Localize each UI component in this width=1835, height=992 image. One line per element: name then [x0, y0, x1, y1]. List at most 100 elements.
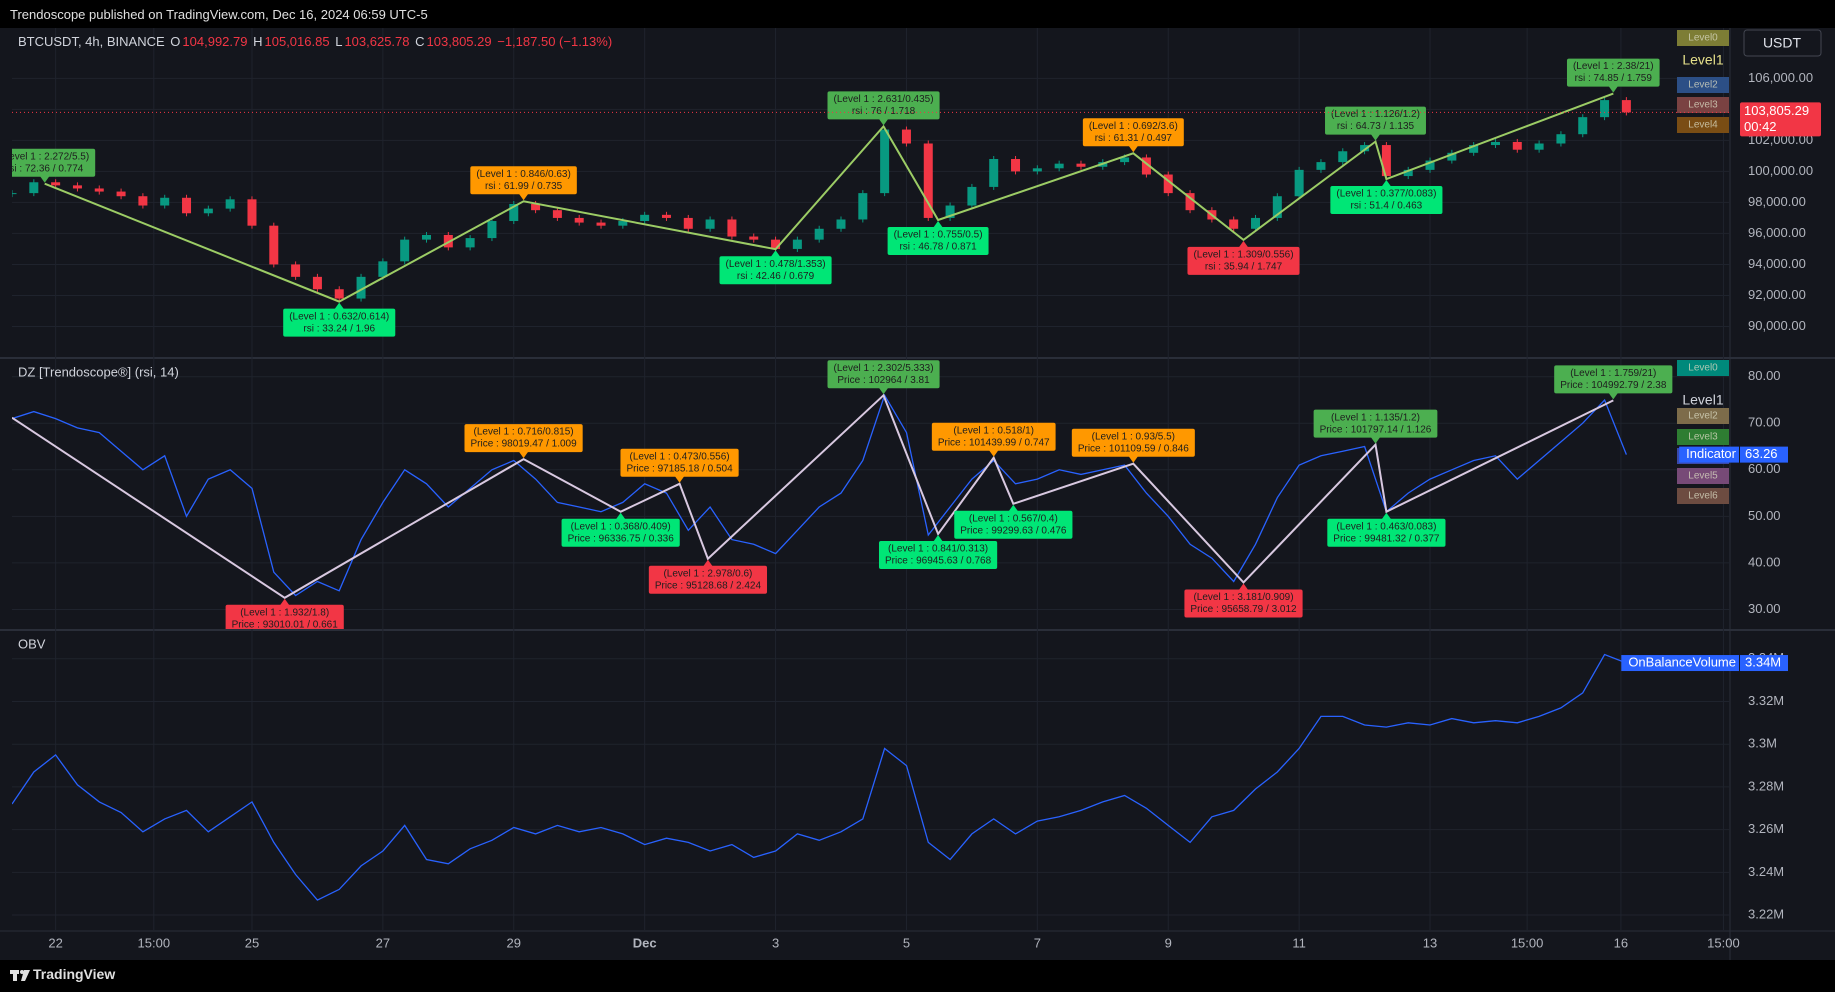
pivot-label-box	[225, 604, 344, 629]
candle	[225, 199, 235, 209]
pivot-marker	[933, 535, 944, 543]
top-bar	[0, 0, 1835, 28]
candle	[1447, 152, 1457, 161]
pivot-label: (Level 1 : 0.518/1)	[953, 425, 1034, 436]
candle	[182, 197, 192, 214]
pivot-label: (Level 1 : 2.978/0.6)	[663, 568, 752, 579]
candle	[487, 221, 497, 239]
pivot-label-box	[1325, 106, 1426, 135]
candle	[422, 234, 432, 240]
current-value-box	[1740, 655, 1788, 672]
y-tick-label: 50.00	[1748, 508, 1781, 523]
pivot-label: rsi : 76 / 1.718	[852, 106, 916, 117]
last-price-box	[1740, 102, 1821, 137]
currency: USDT	[1763, 35, 1802, 51]
symbol-legend: BTCUSDT, 4h, BINANCE O 104,992.79 H 105,01…	[18, 34, 614, 49]
candle	[1556, 134, 1566, 144]
x-tick-label: 7	[1034, 935, 1041, 950]
x-tick-label: 15:00	[138, 935, 171, 950]
pivot-marker	[1128, 455, 1139, 463]
x-tick-label: 15:00	[1511, 935, 1544, 950]
pivot-label-box	[878, 541, 998, 570]
currency-button[interactable]	[1743, 29, 1822, 57]
pivot-label: (Level 1 : 1.932/1.8)	[240, 607, 329, 618]
candle	[618, 221, 628, 226]
x-tick-label: 11	[1292, 935, 1306, 950]
candle	[1251, 217, 1261, 229]
pivot-label-box	[561, 518, 680, 547]
pivot-label: (Level 1 : 1.759/21)	[1570, 368, 1656, 379]
candle	[334, 289, 344, 299]
pivot-label: rsi : 46.78 / 0.871	[899, 242, 977, 253]
logo-part	[20, 970, 24, 974]
pivot-label: rsi : 35.94 / 1.747	[1205, 262, 1283, 273]
pivot-label-box	[887, 226, 989, 255]
candle	[1469, 145, 1479, 153]
pivot-label-box	[827, 91, 940, 120]
candle	[945, 205, 955, 218]
y-tick-label: 30.00	[1748, 601, 1781, 616]
logo-part	[13, 970, 17, 981]
pivot-label: (Level 1 : 0.463/0.083)	[1336, 521, 1436, 532]
pivot-label-box	[648, 565, 768, 594]
candle	[749, 236, 759, 240]
pivot-marker	[674, 475, 685, 483]
pivot-marker	[615, 512, 626, 520]
candle	[1425, 160, 1435, 170]
y-tick-label: 80.00	[1748, 368, 1781, 383]
candle	[94, 188, 104, 192]
pivot-label: (Level 1 : 1.126/1.2)	[1331, 109, 1420, 120]
candle	[923, 143, 933, 218]
zigzag	[44, 92, 1614, 303]
candle	[683, 217, 693, 229]
level-legend-box	[1677, 408, 1729, 424]
y-tick-label: 98,000.00	[1748, 194, 1806, 209]
ohlc-key: H	[253, 34, 263, 49]
ohlc-key: C	[415, 34, 425, 49]
pivot-marker	[878, 387, 889, 395]
x-tick-label: 5	[903, 935, 910, 950]
candle	[989, 159, 999, 187]
current-value-box	[1740, 446, 1788, 463]
symbol: BTCUSDT, 4h, BINANCE	[18, 34, 165, 49]
tv-logo	[10, 970, 30, 981]
pivot-marker	[1608, 85, 1619, 93]
candle	[1272, 196, 1282, 218]
level-legend-box	[1677, 77, 1729, 93]
pivot-label: Price : 95658.79 / 3.012	[1190, 604, 1297, 615]
series-name: Indicator	[1686, 446, 1737, 461]
y-tick-label: 90,000.00	[1748, 318, 1806, 333]
pivot-marker	[702, 559, 713, 567]
x-tick-label: 13	[1423, 935, 1437, 950]
pivot-label-box	[470, 166, 577, 195]
candle	[378, 261, 388, 277]
candle	[356, 276, 366, 299]
pivot-label-box	[1071, 428, 1195, 457]
pivot-label: rsi : 61.99 / 0.735	[485, 181, 563, 192]
x-tick-label: 22	[48, 935, 62, 950]
y-tick-label: 92,000.00	[1748, 287, 1806, 302]
candle	[880, 129, 890, 194]
candle	[814, 228, 824, 240]
x-tick-label: 3	[772, 935, 779, 950]
candle	[72, 185, 82, 189]
candle	[1054, 163, 1064, 169]
pivot-label-box	[464, 424, 583, 453]
candle	[400, 239, 410, 262]
pivot-marker	[334, 302, 345, 310]
candle	[1141, 157, 1151, 175]
pivot-marker	[1128, 145, 1139, 153]
pivot-label: Price : 96336.75 / 0.336	[568, 533, 675, 544]
pivot-label-box	[719, 256, 832, 285]
x-tick-label: 25	[245, 935, 259, 950]
level-legend-box	[1677, 117, 1729, 133]
y-tick-label: 3.24M	[1748, 864, 1784, 879]
pivot-label-box	[1554, 365, 1673, 394]
y-tick-label: 100,000.00	[1748, 163, 1813, 178]
pivot-label-box	[1184, 589, 1303, 618]
y-tick-label: 3.22M	[1748, 906, 1784, 921]
level-legend: Level4	[1688, 120, 1718, 131]
candle	[727, 219, 737, 237]
pivot-label: Price : 99299.63 / 0.476	[960, 525, 1067, 536]
